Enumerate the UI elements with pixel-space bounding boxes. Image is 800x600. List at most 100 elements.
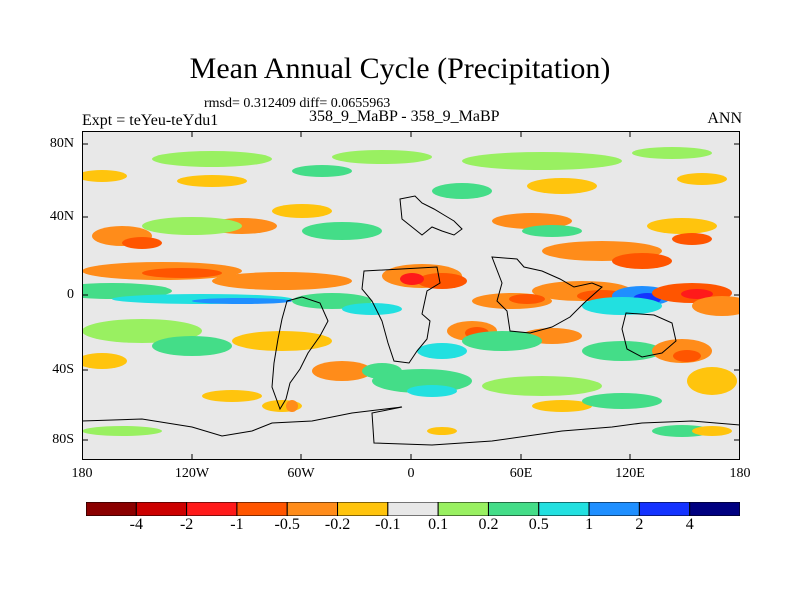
precip-anomaly-blob [527,178,597,194]
case-label: 358_9_MaBP - 358_9_MaBP [309,108,500,125]
colorbar-label: 2 [635,516,644,533]
colorbar-label: 0.1 [428,516,449,533]
lon-tick-label: 0 [407,466,415,481]
precipitation-map [82,131,740,460]
precip-anomaly-blob [509,294,545,304]
colorbar-swatch [437,502,489,516]
lon-tick-label: 180 [729,466,751,481]
precip-anomaly-blob [302,222,382,240]
colorbar-swatch [135,502,188,516]
precip-anomaly-blob [212,272,352,290]
precip-anomaly-blob [192,298,292,304]
precip-anomaly-blob [286,400,298,412]
precip-anomaly-blob [522,225,582,237]
colorbar-swatch [186,502,238,516]
precip-anomaly-blob [152,151,272,167]
precip-anomaly-blob [482,376,602,396]
precip-anomaly-blob [177,175,247,187]
precip-anomaly-blob [342,303,402,315]
colorbar-label: -2 [179,516,194,533]
precip-anomaly-blob [272,204,332,218]
precip-anomaly-blob [582,341,662,361]
asia-outline [491,256,603,334]
precipitation-field [82,147,740,437]
plot-title: Mean Annual Cycle (Precipitation) [189,52,611,85]
antarctica-outline [82,406,740,446]
colorbar-label: -1 [230,516,244,533]
precip-anomaly-blob [462,331,542,351]
precip-anomaly-blob [312,361,372,381]
precip-anomaly-blob [632,147,712,159]
precip-anomaly-blob [681,289,713,299]
precip-anomaly-blob [142,268,222,278]
precip-anomaly-blob [292,165,352,177]
land-outlines [82,195,740,446]
precip-anomaly-blob [152,336,232,356]
colorbar-label: 0.5 [528,516,549,533]
colorbar-swatch [638,502,691,516]
colorbar-label: -0.2 [324,516,351,533]
colorbar-swatch [286,502,339,516]
precip-anomaly-blob [82,353,127,369]
precip-anomaly-blob [417,343,467,359]
europe-outline [399,195,463,236]
south-america-outline [271,296,329,411]
lat-tick-label: 0 [67,287,74,302]
colorbar-swatch [86,502,137,516]
colorbar-swatch [337,502,389,516]
precip-anomaly-blob [462,152,622,170]
colorbar-label: 4 [685,516,694,533]
colorbar [86,502,740,516]
colorbar-label: -0.5 [274,516,300,533]
precip-anomaly-blob [582,393,662,409]
lon-tick-label: 120E [615,466,645,481]
colorbar-label: 0.2 [478,516,499,533]
precip-anomaly-blob [332,150,432,164]
precip-anomaly-blob [82,170,127,182]
precip-anomaly-blob [417,273,467,289]
colorbar-swatch [588,502,640,516]
precip-anomaly-blob [232,331,332,351]
precip-anomaly-blob [647,218,717,234]
lon-tick-label: 60E [509,466,533,481]
colorbar-swatch [236,502,288,516]
colorbar-swatch [387,502,439,516]
precip-anomaly-blob [142,217,242,235]
experiment-label: Expt = teYeu-teYdu1 [82,112,219,129]
lon-tick-label: 60W [287,466,315,481]
precip-anomaly-blob [427,427,457,435]
precip-anomaly-blob [202,390,262,402]
precip-anomaly-blob [82,426,162,436]
precip-anomaly-blob [692,296,740,316]
colorbar-label: 1 [585,516,594,533]
lon-tick-label: 180 [71,466,93,481]
map-ticks [82,131,740,460]
lat-tick-label: 80S [52,432,74,447]
season-label: ANN [707,110,742,127]
precip-anomaly-blob [672,233,712,245]
precip-anomaly-blob [677,173,727,185]
africa-outline [361,266,441,364]
precip-anomaly-blob [82,319,202,343]
lat-tick-label: 80N [49,136,74,151]
colorbar-swatch [689,502,740,516]
precip-anomaly-blob [400,273,424,285]
precip-anomaly-blob [687,367,737,395]
colorbar-swatch [487,502,540,516]
precip-anomaly-blob [582,297,662,315]
precip-anomaly-blob [432,183,492,199]
precip-anomaly-blob [532,400,592,412]
precip-anomaly-blob [673,350,701,362]
australia-outline [621,312,677,358]
lon-tick-label: 120W [174,466,210,481]
stats-label: rmsd= 0.312409 diff= 0.0655963 [204,96,391,111]
colorbar-swatch [538,502,590,516]
lat-tick-label: 40S [52,362,74,377]
precip-anomaly-blob [122,237,162,249]
colorbar-label: -4 [129,516,143,533]
precip-anomaly-blob [612,253,672,269]
precip-anomaly-blob [692,426,732,436]
precip-anomaly-blob [407,385,457,397]
lat-tick-label: 40N [49,209,74,224]
colorbar-label: -0.1 [375,516,401,533]
